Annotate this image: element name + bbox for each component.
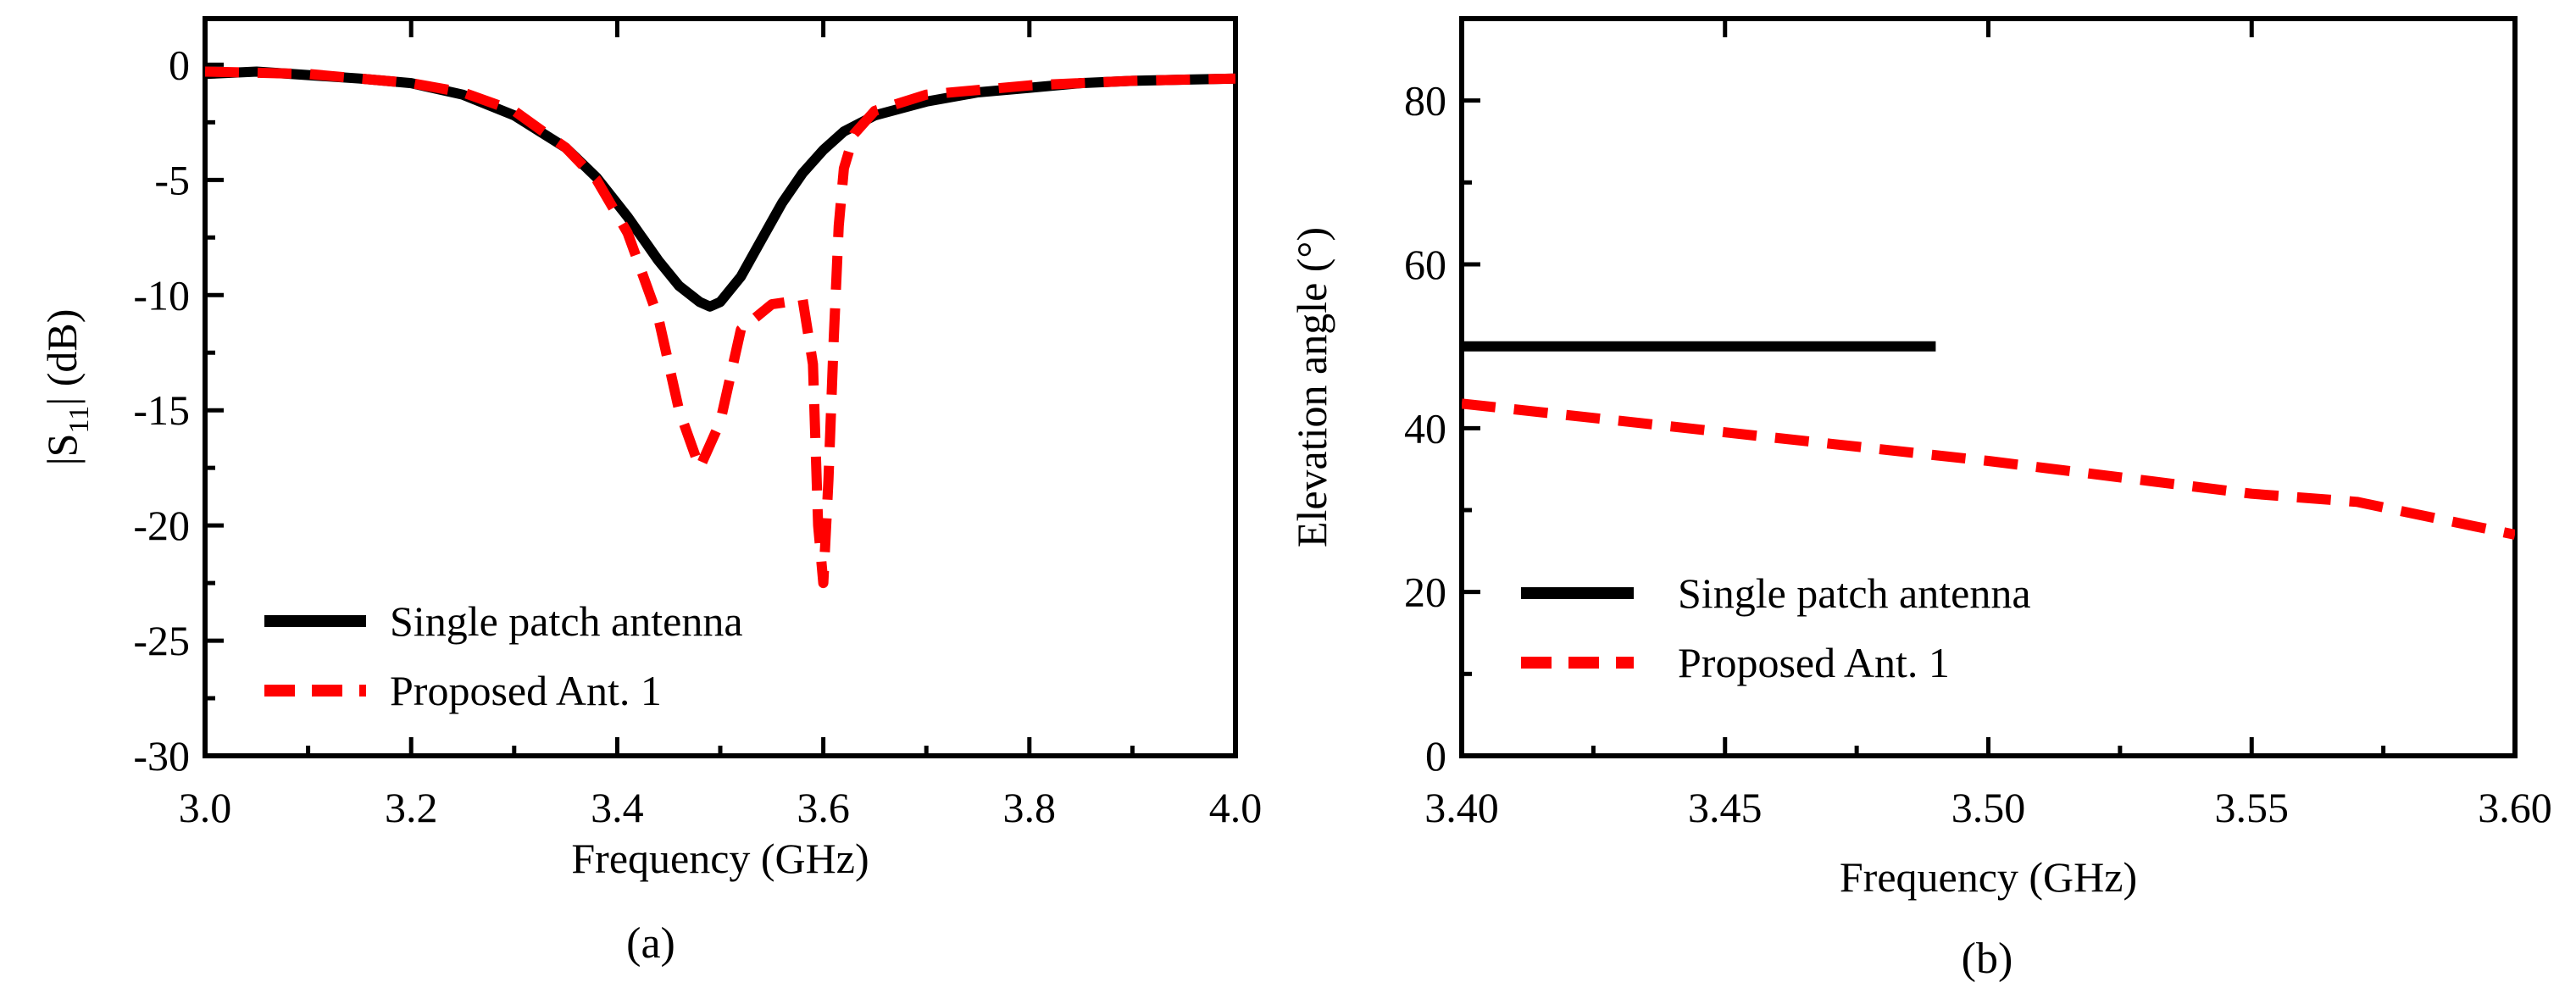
y-tick-label-b: 0 (1425, 732, 1446, 780)
legend-label-a-0: Single patch antenna (390, 597, 743, 645)
y-axis-title-tail: | (dB) (38, 309, 86, 406)
legend-label-b-1: Proposed Ant. 1 (1678, 639, 1950, 686)
y-tick-label-a: -20 (133, 502, 190, 549)
x-tick-label-b: 3.40 (1424, 784, 1499, 831)
x-tick-label-b: 3.45 (1688, 784, 1763, 831)
y-tick-label-b: 40 (1404, 404, 1446, 452)
x-tick-label-b: 3.50 (1951, 784, 2026, 831)
y-tick-label-a: -25 (133, 617, 190, 664)
y-tick-label-a: -30 (133, 732, 190, 780)
plot-frame-a (203, 16, 1238, 758)
panel-label-b: (b) (1962, 935, 2013, 983)
series-line-b-1 (1462, 398, 2515, 540)
y-tick-label-b: 20 (1404, 569, 1446, 616)
panel-a-chart: 3.0 3.2 3.4 3.6 3.8 4.0 0 -5 -10 -15 -20 -25 -30 Sing… (38, 16, 1263, 968)
y-axis-title-subscript: 11 (64, 406, 95, 434)
x-tick-label-b: 3.55 (2215, 784, 2290, 831)
series-line-a-0 (205, 66, 1235, 312)
y-axis-title-b: Elevation angle (°) (1288, 227, 1335, 547)
y-tick-label-a: -15 (133, 386, 190, 434)
plot-frame-b (1459, 16, 2518, 758)
x-axis-title-b: Frequency (GHz) (1840, 853, 2137, 901)
x-tick-label-b: 3.60 (2478, 784, 2552, 831)
legend-label-b-0: Single patch antenna (1678, 569, 2031, 617)
x-tick-label-a: 4.0 (1209, 784, 1263, 831)
x-tick-label-a: 3.6 (797, 784, 850, 831)
x-tick-label-a: 3.0 (179, 784, 232, 831)
y-axis-title-a: |S11| (dB) (38, 309, 95, 466)
y-tick-label-a: 0 (169, 41, 190, 88)
y-tick-label-a: -5 (154, 156, 190, 203)
x-axis-title-a: Frequency (GHz) (571, 835, 869, 882)
y-tick-label-b: 80 (1404, 77, 1446, 125)
y-axis-title-main: |S (38, 434, 86, 466)
y-tick-label-b: 60 (1404, 241, 1446, 288)
y-tick-label-a: -10 (133, 271, 190, 319)
panel-label-a: (a) (626, 919, 675, 968)
x-tick-label-a: 3.2 (385, 784, 438, 831)
x-tick-label-a: 3.8 (1003, 784, 1057, 831)
series-line-a-1 (205, 66, 1235, 589)
legend-label-a-1: Proposed Ant. 1 (390, 667, 662, 714)
panel-b-chart: 3.40 3.45 3.50 3.55 3.60 0 20 40 60 80 Single patc… (1288, 16, 2552, 983)
x-tick-label-a: 3.4 (591, 784, 644, 831)
